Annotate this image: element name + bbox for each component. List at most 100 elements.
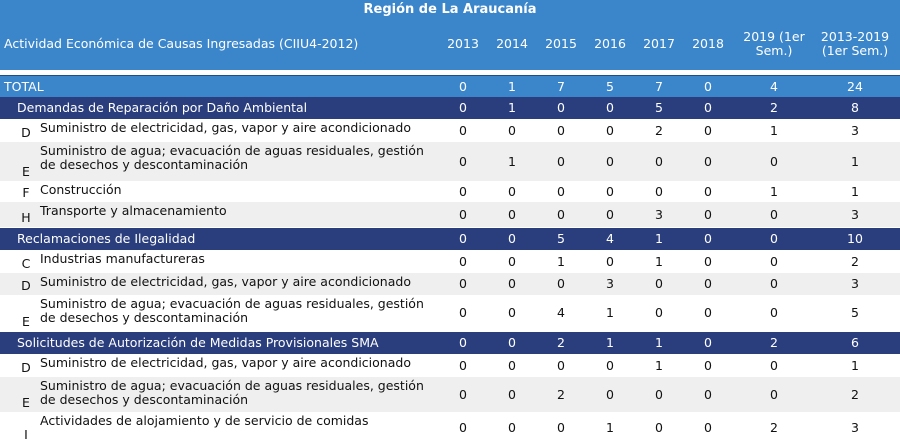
- value-cell: 0: [606, 206, 614, 222]
- value-cell: 0: [459, 276, 467, 291]
- value-cell: 1: [508, 153, 516, 169]
- header-column: 2014: [496, 36, 528, 51]
- value-cell: 0: [459, 386, 467, 402]
- header-column: 2013-2019 (1er Sem.): [820, 29, 890, 58]
- value-cell: 1: [655, 231, 663, 246]
- value-cell: 0: [459, 231, 467, 246]
- value-cell: 0: [508, 231, 516, 246]
- header-column: 2017: [643, 36, 675, 51]
- value-cell: 0: [606, 100, 614, 115]
- value-cell: 2: [770, 100, 778, 115]
- value-cell: 0: [704, 78, 712, 94]
- value-cell: 0: [459, 206, 467, 222]
- value-cell: 0: [459, 183, 467, 199]
- item-label: Construcción: [40, 182, 122, 197]
- item-code: I: [24, 427, 28, 442]
- value-cell: 3: [851, 420, 859, 435]
- item-row: D Suministro de electricidad, gas, vapor …: [0, 273, 900, 295]
- value-cell: 0: [459, 122, 467, 138]
- value-cell: 2: [557, 335, 565, 350]
- value-cell: 1: [851, 153, 859, 169]
- value-cell: 0: [704, 153, 712, 169]
- item-code: C: [21, 256, 31, 271]
- item-code: E: [22, 395, 30, 410]
- value-cell: 0: [770, 305, 778, 320]
- header-column: 2019 (1er Sem.): [743, 29, 805, 58]
- header-column: 2018: [692, 36, 724, 51]
- value-cell: 4: [557, 305, 565, 320]
- value-cell: 0: [508, 276, 516, 291]
- item-row: E Suministro de agua; evacuación de aguas…: [0, 142, 900, 181]
- value-cell: 1: [508, 100, 516, 115]
- value-cell: 1: [606, 335, 614, 350]
- value-cell: 5: [557, 231, 565, 246]
- value-cell: 0: [557, 206, 565, 222]
- value-cell: 0: [606, 357, 614, 373]
- item-row: E Suministro de agua; evacuación de aguas…: [0, 377, 900, 412]
- value-cell: 1: [606, 305, 614, 320]
- item-code: D: [21, 278, 31, 293]
- item-label: Industrias manufactureras: [40, 251, 205, 266]
- item-label: Suministro de agua; evacuación de aguas …: [40, 143, 424, 172]
- value-cell: 5: [851, 305, 859, 320]
- value-cell: 0: [557, 100, 565, 115]
- value-cell: 0: [770, 276, 778, 291]
- value-cell: 0: [606, 153, 614, 169]
- value-cell: 1: [557, 253, 565, 269]
- value-cell: 0: [704, 253, 712, 269]
- total-label: TOTAL: [4, 78, 44, 94]
- item-code: E: [22, 164, 30, 179]
- value-cell: 0: [508, 420, 516, 435]
- value-cell: 0: [557, 420, 565, 435]
- value-cell: 0: [704, 305, 712, 320]
- value-cell: 1: [606, 420, 614, 435]
- table-title: Región de La Araucanía: [0, 0, 900, 18]
- value-cell: 0: [459, 100, 467, 115]
- value-cell: 24: [847, 78, 863, 94]
- value-cell: 0: [704, 386, 712, 402]
- group-label: Solicitudes de Autorización de Medidas P…: [17, 335, 379, 350]
- value-cell: 3: [851, 206, 859, 222]
- group-row: Solicitudes de Autorización de Medidas P…: [0, 332, 900, 354]
- group-row: Reclamaciones de Ilegalidad 0 0 5 4 1 0 0 10: [0, 228, 900, 250]
- item-row: I Actividades de alojamiento y de servici…: [0, 412, 900, 444]
- value-cell: 1: [770, 183, 778, 199]
- value-cell: 0: [606, 183, 614, 199]
- value-cell: 0: [557, 357, 565, 373]
- value-cell: 0: [459, 335, 467, 350]
- value-cell: 0: [459, 420, 467, 435]
- value-cell: 1: [655, 357, 663, 373]
- total-row: TOTAL 0 1 7 5 7 0 4 24: [0, 75, 900, 97]
- value-cell: 0: [655, 420, 663, 435]
- value-cell: 0: [704, 183, 712, 199]
- value-cell: 0: [459, 253, 467, 269]
- value-cell: 5: [655, 100, 663, 115]
- value-cell: 0: [704, 122, 712, 138]
- value-cell: 0: [557, 276, 565, 291]
- value-cell: 3: [606, 276, 614, 291]
- header-label: Actividad Económica de Causas Ingresadas…: [4, 36, 359, 51]
- value-cell: 0: [606, 253, 614, 269]
- item-row: C Industrias manufactureras 0 0 1 0 1 0 0 2: [0, 250, 900, 273]
- value-cell: 0: [508, 206, 516, 222]
- value-cell: 0: [655, 153, 663, 169]
- header-column: 2015: [545, 36, 577, 51]
- value-cell: 0: [606, 122, 614, 138]
- value-cell: 0: [508, 122, 516, 138]
- value-cell: 0: [508, 357, 516, 373]
- group-row: Demandas de Reparación por Daño Ambienta…: [0, 97, 900, 119]
- value-cell: 0: [459, 153, 467, 169]
- value-cell: 2: [770, 335, 778, 350]
- value-cell: 0: [770, 231, 778, 246]
- value-cell: 0: [770, 253, 778, 269]
- value-cell: 1: [770, 122, 778, 138]
- value-cell: 0: [770, 386, 778, 402]
- item-row: F Construcción 0 0 0 0 0 0 1 1: [0, 181, 900, 202]
- value-cell: 0: [508, 386, 516, 402]
- value-cell: 2: [557, 386, 565, 402]
- value-cell: 0: [508, 335, 516, 350]
- value-cell: 0: [704, 100, 712, 115]
- value-cell: 1: [851, 183, 859, 199]
- value-cell: 0: [770, 357, 778, 373]
- value-cell: 0: [704, 357, 712, 373]
